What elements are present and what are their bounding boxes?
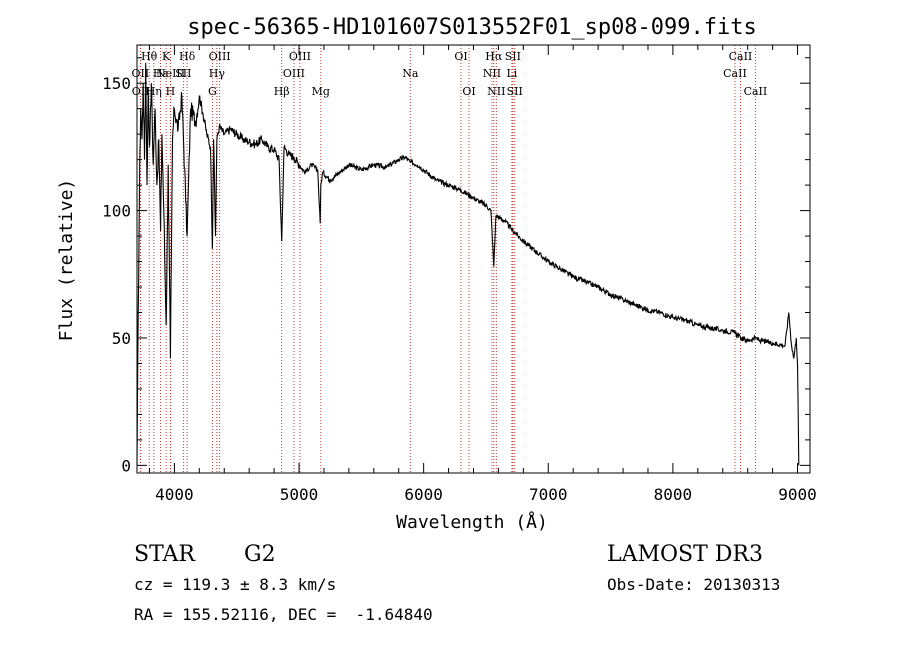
line-marker-label-11: Hγ <box>209 67 226 80</box>
y-tick-label: 100 <box>102 202 131 221</box>
line-marker-label-21: NII <box>483 67 501 80</box>
y-axis-ticks: 0 50 100 150 <box>102 57 810 475</box>
spectrum-line <box>136 62 800 466</box>
line-marker-label-8: Hδ <box>179 50 196 63</box>
line-marker-label-16: Mg <box>312 85 330 98</box>
line-marker-label-26: CaII <box>729 50 753 63</box>
object-class: STAR <box>134 542 196 567</box>
line-marker-label-1: OII <box>132 67 150 80</box>
object-subclass: G2 <box>244 542 276 567</box>
line-marker-label-12: G <box>208 85 217 98</box>
line-marker-label-27: CaII <box>723 67 747 80</box>
x-tick-label: 4000 <box>155 485 194 504</box>
chart-title: spec-56365-HD101607S013552F01_sp08-099.f… <box>187 15 757 40</box>
line-marker-label-7: NeIII <box>156 67 185 80</box>
line-marker-label-18: OI <box>454 50 467 63</box>
redshift-velocity: cz = 119.3 ± 8.3 km/s <box>134 575 336 594</box>
observation-date: Obs-Date: 20130313 <box>607 575 780 594</box>
x-axis-ticks: 4000 5000 6000 7000 8000 9000 <box>148 45 817 504</box>
y-axis-label: Flux (relative) <box>56 179 77 342</box>
line-marker-label-15: OIII <box>283 67 305 80</box>
x-tick-label: 7000 <box>529 485 568 504</box>
line-marker-label-3: Hη <box>146 85 162 98</box>
line-marker-label-22: NII <box>487 85 505 98</box>
x-axis-label: Wavelength (Å) <box>396 511 548 533</box>
line-marker-label-24: Li <box>506 67 517 80</box>
x-tick-label: 5000 <box>280 485 319 504</box>
survey-name: LAMOST DR3 <box>607 542 763 567</box>
line-marker-label-25: SII <box>507 85 523 98</box>
line-marker-label-6: H <box>166 85 176 98</box>
line-marker-label-20: Hα <box>485 50 503 63</box>
line-marker-label-17: Na <box>402 67 419 80</box>
y-tick-label: 0 <box>121 456 131 475</box>
line-marker-label-10: OIII <box>209 50 231 63</box>
line-marker-label-9: SII <box>175 67 191 80</box>
y-tick-label: 50 <box>112 329 131 348</box>
line-marker-label-5: K <box>162 50 171 63</box>
line-marker-label-0: Hθ <box>141 50 158 63</box>
x-tick-label: 8000 <box>654 485 693 504</box>
y-tick-label: 150 <box>102 74 131 93</box>
plot-frame <box>136 44 811 474</box>
line-marker-label-19: OI <box>462 85 475 98</box>
line-marker-label-28: CaII <box>744 85 768 98</box>
line-marker-label-4: Hε <box>153 67 169 80</box>
line-marker-label-13: Hβ <box>274 85 290 98</box>
line-marker-label-14: OIII <box>289 50 311 63</box>
line-marker-lines <box>139 45 756 473</box>
line-marker-label-23: SII <box>505 50 521 63</box>
x-tick-label: 9000 <box>778 485 817 504</box>
x-tick-label: 6000 <box>404 485 443 504</box>
sky-coordinates: RA = 155.52116, DEC = -1.64840 <box>134 605 433 624</box>
